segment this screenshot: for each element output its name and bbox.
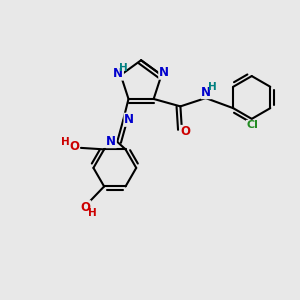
Text: O: O xyxy=(181,125,190,138)
Text: N: N xyxy=(124,113,134,126)
Text: Cl: Cl xyxy=(246,120,258,130)
Text: H: H xyxy=(61,137,70,147)
Text: N: N xyxy=(113,67,123,80)
Text: N: N xyxy=(159,66,169,79)
Text: N: N xyxy=(201,85,211,99)
Text: O: O xyxy=(69,140,80,153)
Text: O: O xyxy=(81,201,91,214)
Text: H: H xyxy=(208,82,217,92)
Text: N: N xyxy=(106,135,116,148)
Text: H: H xyxy=(119,63,128,73)
Text: H: H xyxy=(88,208,97,218)
